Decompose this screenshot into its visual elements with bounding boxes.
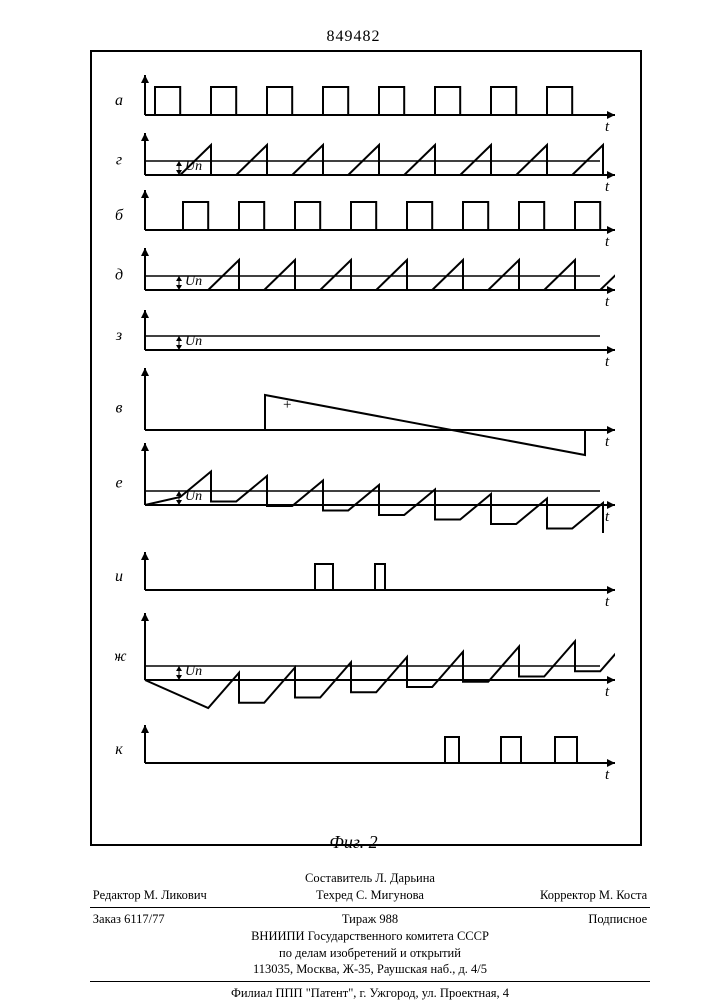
document-number: 849482: [0, 28, 707, 46]
page: 849482 tаtгUntбtдUntзUntв+tеUntиtжUntк Ф…: [0, 0, 707, 1000]
svg-text:t: t: [605, 354, 610, 370]
corrector: Корректор М. Коста: [462, 887, 647, 904]
svg-text:г: г: [116, 152, 122, 169]
svg-text:t: t: [605, 594, 610, 610]
figure-caption: Фиг. 2: [0, 832, 707, 853]
divider-1: [90, 907, 650, 908]
editor: Редактор М. Ликович: [93, 887, 278, 904]
diagram-svg: tаtгUntбtдUntзUntв+tеUntиtжUntк: [115, 60, 615, 830]
svg-text:з: з: [115, 327, 122, 344]
svg-text:t: t: [605, 294, 610, 310]
org-line-2: по делам изобретений и открытий: [90, 945, 650, 962]
svg-text:и: и: [115, 568, 123, 585]
filial: Филиал ППП "Патент", г. Ужгород, ул. Про…: [90, 985, 650, 1002]
footer-block: Составитель Л. Дарьина Редактор М. Ликов…: [90, 870, 650, 1002]
address: 113035, Москва, Ж-35, Раушская наб., д. …: [90, 961, 650, 978]
compiler-line: Составитель Л. Дарьина: [90, 870, 650, 887]
order-no: Заказ 6117/77: [93, 911, 278, 928]
svg-text:t: t: [605, 684, 610, 700]
svg-text:ж: ж: [115, 648, 127, 665]
svg-text:t: t: [605, 234, 610, 250]
divider-2: [90, 981, 650, 982]
svg-text:Un: Un: [185, 334, 202, 349]
svg-text:к: к: [115, 741, 123, 758]
svg-text:t: t: [605, 767, 610, 783]
svg-text:t: t: [605, 509, 610, 525]
subscribe: Подписное: [462, 911, 647, 928]
svg-text:в: в: [116, 400, 123, 417]
svg-text:б: б: [115, 207, 124, 224]
svg-text:t: t: [605, 119, 610, 135]
timing-diagram: tаtгUntбtдUntзUntв+tеUntиtжUntк: [115, 60, 615, 830]
svg-text:д: д: [115, 267, 123, 284]
svg-text:а: а: [115, 92, 123, 109]
svg-text:Un: Un: [185, 664, 202, 679]
svg-text:t: t: [605, 179, 610, 195]
svg-text:t: t: [605, 434, 610, 450]
techred: Техред С. Мигунова: [278, 887, 463, 904]
svg-text:+: +: [283, 397, 291, 413]
svg-text:Un: Un: [185, 274, 202, 289]
tirage: Тираж 988: [278, 911, 463, 928]
svg-text:е: е: [115, 475, 122, 492]
org-line-1: ВНИИПИ Государственного комитета СССР: [90, 928, 650, 945]
